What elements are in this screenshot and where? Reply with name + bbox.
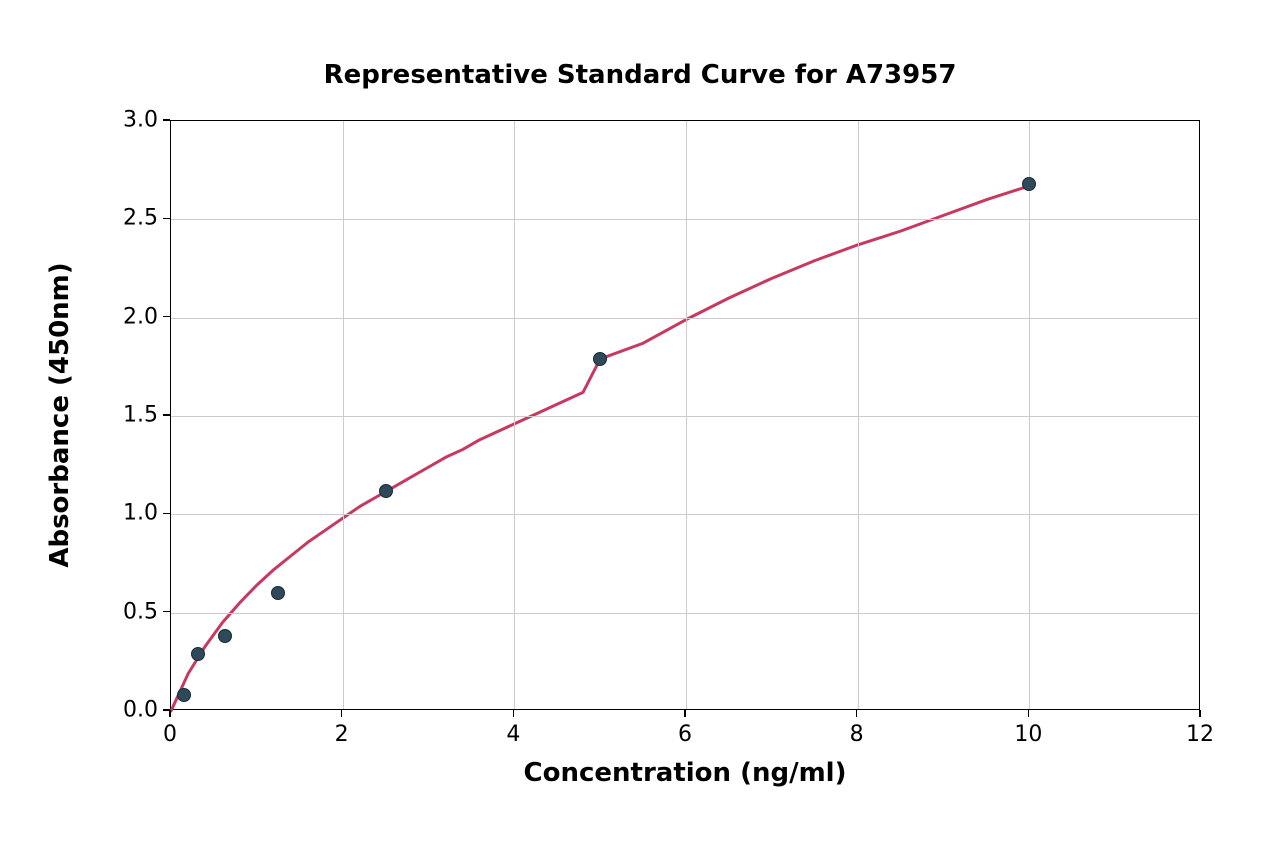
grid-line-v bbox=[686, 121, 687, 709]
x-tick-label: 6 bbox=[678, 722, 692, 747]
y-tick-label: 2.5 bbox=[123, 206, 158, 231]
x-tick bbox=[1028, 710, 1030, 717]
x-tick-label: 0 bbox=[163, 722, 177, 747]
y-tick-label: 2.0 bbox=[123, 304, 158, 329]
y-tick bbox=[163, 316, 170, 318]
x-tick-label: 10 bbox=[1014, 722, 1042, 747]
x-tick bbox=[684, 710, 686, 717]
x-tick bbox=[856, 710, 858, 717]
y-tick bbox=[163, 611, 170, 613]
y-axis-label: Absorbance (450nm) bbox=[45, 262, 75, 567]
grid-line-v bbox=[1029, 121, 1030, 709]
grid-line-h bbox=[171, 416, 1199, 417]
grid-line-v bbox=[514, 121, 515, 709]
data-point bbox=[593, 352, 607, 366]
y-tick bbox=[163, 513, 170, 515]
y-tick bbox=[163, 709, 170, 711]
grid-line-v bbox=[858, 121, 859, 709]
x-tick bbox=[513, 710, 515, 717]
x-tick-label: 4 bbox=[506, 722, 520, 747]
fit-curve bbox=[171, 186, 1029, 711]
data-point bbox=[177, 688, 191, 702]
y-tick bbox=[163, 218, 170, 220]
plot-area bbox=[170, 120, 1200, 710]
x-tick-label: 8 bbox=[850, 722, 864, 747]
data-point bbox=[379, 484, 393, 498]
chart-title: Representative Standard Curve for A73957 bbox=[324, 60, 957, 90]
y-tick bbox=[163, 414, 170, 416]
data-point bbox=[191, 647, 205, 661]
x-tick-label: 12 bbox=[1186, 722, 1214, 747]
x-tick bbox=[341, 710, 343, 717]
grid-line-h bbox=[171, 219, 1199, 220]
y-tick-label: 3.0 bbox=[123, 108, 158, 133]
y-tick-label: 0.5 bbox=[123, 599, 158, 624]
y-tick-label: 1.0 bbox=[123, 501, 158, 526]
y-tick bbox=[163, 119, 170, 121]
y-tick-label: 0.0 bbox=[123, 698, 158, 723]
x-axis-label: Concentration (ng/ml) bbox=[524, 758, 847, 788]
x-tick bbox=[1199, 710, 1201, 717]
grid-line-h bbox=[171, 514, 1199, 515]
y-tick-label: 1.5 bbox=[123, 403, 158, 428]
grid-line-h bbox=[171, 613, 1199, 614]
x-tick-label: 2 bbox=[335, 722, 349, 747]
figure: Representative Standard Curve for A73957… bbox=[0, 0, 1280, 845]
grid-line-h bbox=[171, 318, 1199, 319]
data-point bbox=[1022, 177, 1036, 191]
x-tick bbox=[169, 710, 171, 717]
grid-line-v bbox=[343, 121, 344, 709]
data-point bbox=[271, 586, 285, 600]
data-point bbox=[218, 629, 232, 643]
